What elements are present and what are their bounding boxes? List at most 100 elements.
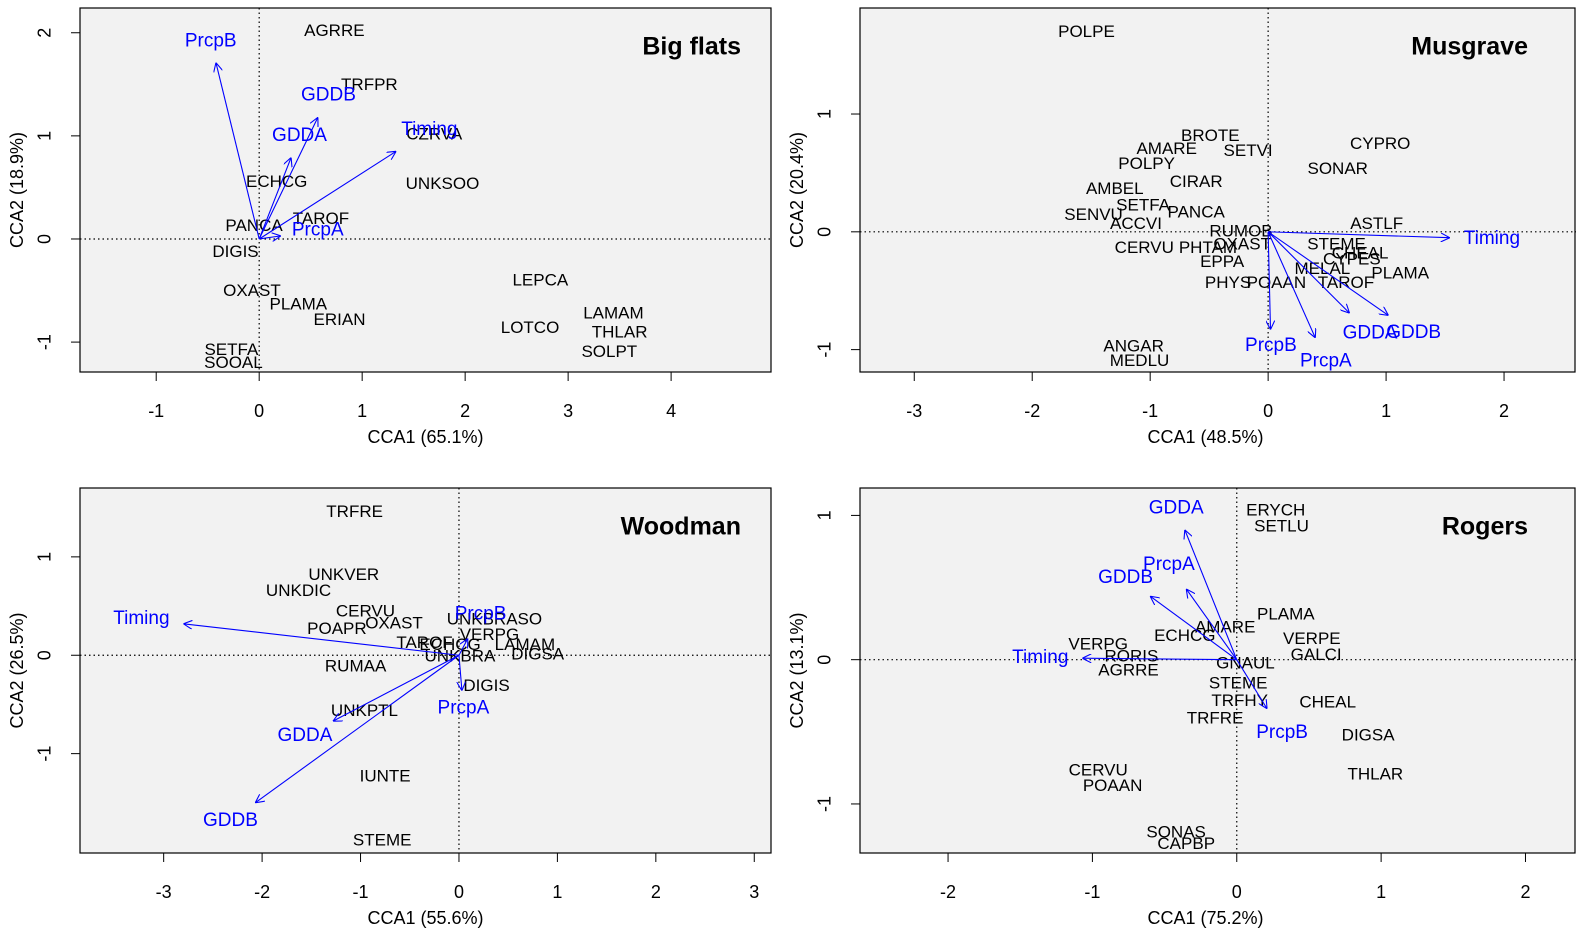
species-label: TRFRE	[1187, 708, 1244, 727]
species-label: VERPE	[1283, 629, 1341, 648]
vector-label: GDDA	[1149, 497, 1204, 518]
species-label: THLAR	[592, 322, 648, 341]
vector-arrow	[258, 117, 318, 240]
x-tick-label: -2	[940, 882, 956, 902]
species-label: PLAMA	[1257, 604, 1315, 623]
y-tick-label: 0	[815, 227, 835, 237]
vector-label: GDDB	[301, 84, 356, 105]
species-label: STEME	[353, 831, 412, 850]
vector-label: Timing	[401, 119, 457, 140]
vector-arrow	[1185, 530, 1238, 660]
species-label: STEME	[1307, 234, 1366, 253]
species-label: POLPY	[1118, 154, 1175, 173]
vector-label: Timing	[1464, 228, 1520, 249]
species-label: AGRRE	[304, 21, 364, 40]
x-axis-label: CCA1 (75.2%)	[1147, 908, 1263, 928]
vector-label: Timing	[1012, 647, 1068, 668]
vector-arrow	[1082, 658, 1237, 659]
species-label: GALCI	[1291, 645, 1342, 664]
species-label: UNKVER	[308, 565, 379, 584]
species-label: STEME	[1209, 674, 1268, 693]
species-label: TRFRE	[326, 502, 383, 521]
x-tick-label: -2	[254, 882, 270, 902]
plot-area	[859, 487, 1576, 854]
species-label: DIGIS	[463, 676, 509, 695]
species-label: DIGSA	[511, 645, 565, 664]
vector-arrow	[258, 158, 291, 240]
x-axis-label: CCA1 (48.5%)	[1147, 427, 1263, 447]
y-tick-label: 1	[815, 510, 835, 520]
vector-label: GDDA	[278, 725, 333, 746]
species-label: SOOAL	[204, 353, 263, 372]
vector-label: PrcpB	[185, 30, 237, 51]
x-tick-label: -3	[906, 401, 922, 421]
species-label: CERVU	[1069, 760, 1128, 779]
species-label: OXAST	[223, 281, 281, 300]
species-label: PLAMA	[1371, 264, 1429, 283]
vector-label: PrcpA	[1300, 350, 1352, 371]
x-tick-label: 3	[563, 401, 573, 421]
species-label: UNKPTL	[331, 701, 398, 720]
vector-label: GDDA	[272, 125, 327, 146]
species-label: CHEAL	[1332, 244, 1389, 263]
y-axis-label: CCA2 (26.5%)	[7, 612, 27, 728]
panel-title: Big flats	[642, 33, 741, 61]
species-label: EPPA	[1200, 252, 1245, 271]
species-label: SONAR	[1307, 159, 1367, 178]
species-label: CYPES	[1323, 250, 1381, 269]
species-label: MELAL	[1295, 259, 1351, 278]
species-label: TAROF	[293, 209, 349, 228]
y-axis-label: CCA2 (18.9%)	[7, 132, 27, 248]
species-label: RUMAA	[325, 657, 387, 676]
species-label: TRFPR	[341, 75, 398, 94]
species-label: LEPCA	[512, 271, 568, 290]
species-label: SETFA	[204, 340, 259, 359]
y-tick-label: -1	[815, 342, 835, 358]
species-label: CZRVA	[406, 124, 463, 143]
species-label: ANGAR	[1103, 337, 1163, 356]
vector-arrow	[1267, 231, 1388, 316]
species-label: AMBEL	[1086, 179, 1144, 198]
plot-area	[79, 487, 772, 854]
panel-title: Woodman	[621, 513, 741, 541]
vector-arrow	[255, 654, 460, 803]
species-label: PHTAM	[1179, 238, 1237, 257]
species-label: SETLU	[1254, 516, 1309, 535]
species-label: SENVU	[1064, 205, 1123, 224]
x-tick-label: 1	[1376, 882, 1386, 902]
vector-arrow	[1150, 596, 1238, 661]
species-label: PHYS	[1205, 273, 1251, 292]
species-label: TRFHY	[1211, 691, 1268, 710]
y-tick-label: 1	[35, 131, 55, 141]
species-label: RUMOB	[1209, 221, 1272, 240]
species-label: PLAMA	[269, 294, 327, 313]
species-label: CERVU	[1115, 238, 1174, 257]
vector-arrow	[258, 151, 396, 240]
species-label: CYPRO	[1350, 134, 1410, 153]
vector-arrow	[183, 624, 460, 656]
x-tick-label: 2	[1520, 882, 1530, 902]
y-tick-label: -1	[35, 746, 55, 762]
x-tick-label: 1	[357, 401, 367, 421]
x-tick-label: 0	[1232, 882, 1242, 902]
x-tick-label: 2	[460, 401, 470, 421]
vector-label: GDDB	[203, 810, 258, 831]
species-label: CHEAL	[1299, 692, 1356, 711]
species-label: DIGIS	[212, 242, 258, 261]
vector-arrow	[1268, 231, 1270, 330]
vector-label: PrcpA	[292, 220, 344, 241]
vector-label: PrcpB	[455, 603, 507, 624]
x-tick-label: 4	[666, 401, 676, 421]
y-tick-label: 0	[815, 655, 835, 665]
vector-label: PrcpA	[1143, 554, 1195, 575]
species-label: LAMAM	[495, 635, 555, 654]
species-label: THLAR	[1347, 765, 1403, 784]
panel-title: Musgrave	[1411, 33, 1528, 61]
vector-label: GDDA	[1343, 323, 1398, 344]
vector-arrow	[458, 639, 468, 656]
species-label: DIGSA	[1342, 726, 1396, 745]
species-label: LOTCO	[501, 318, 560, 337]
species-label: PANCA	[1168, 202, 1226, 221]
